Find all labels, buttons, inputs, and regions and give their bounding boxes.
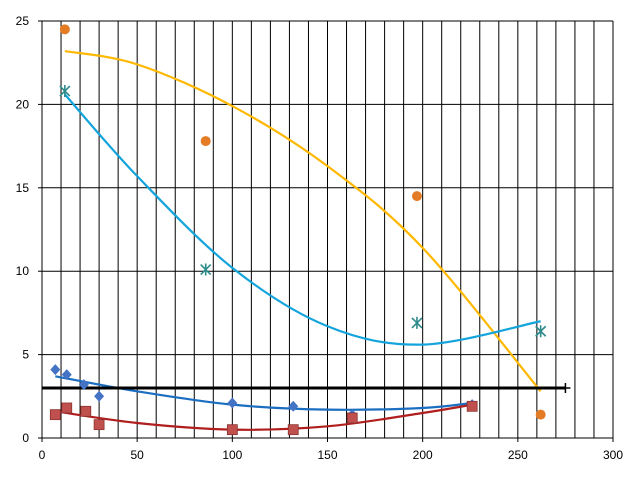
trendline-series-4: [55, 403, 473, 431]
trendlines: [55, 49, 542, 431]
data-point-series-4: [346, 412, 358, 424]
y-tick-label: 15: [16, 181, 30, 195]
data-point-series-3: [288, 400, 299, 412]
trendline-series-2: [64, 93, 541, 346]
data-point-series-4: [80, 405, 92, 417]
x-tick-label: 0: [39, 448, 46, 462]
data-point-series-4: [226, 424, 238, 436]
x-tick-label: 100: [222, 448, 242, 462]
data-point-series-4: [466, 400, 478, 412]
x-tick-label: 250: [508, 448, 528, 462]
data-point-series-4: [61, 402, 73, 414]
data-point-series-3: [227, 397, 238, 409]
data-point-series-1: [200, 136, 211, 147]
data-point-series-1: [59, 24, 70, 35]
grid: [42, 20, 614, 438]
data-point-series-3: [94, 390, 105, 402]
data-point-series-3: [50, 364, 61, 376]
data-point-series-2: [59, 85, 71, 98]
reference-line-group: [42, 382, 571, 393]
axes: [38, 20, 614, 442]
x-tick-label: 150: [317, 448, 337, 462]
data-point-series-1: [535, 409, 546, 420]
x-tick-label: 50: [130, 448, 144, 462]
y-tick-label: 5: [22, 348, 29, 362]
data-point-series-4: [287, 424, 299, 436]
data-point-series-1: [411, 191, 422, 202]
data-point-series-4: [93, 419, 105, 431]
data-point-series-2: [200, 263, 212, 276]
y-tick-labels: 0 5 10 15 20 25: [16, 14, 30, 445]
data-points: [49, 24, 547, 436]
y-tick-label: 25: [16, 14, 30, 28]
trendline-series-1: [64, 49, 542, 392]
data-point-series-4: [49, 409, 61, 421]
data-point-series-3: [61, 369, 72, 381]
data-point-series-3: [78, 379, 89, 391]
x-tick-label: 200: [413, 448, 433, 462]
y-tick-label: 0: [22, 431, 29, 445]
data-point-series-2: [535, 325, 547, 338]
y-tick-label: 20: [16, 97, 30, 111]
data-point-series-2: [411, 316, 423, 329]
reference-line-end-marker: [560, 382, 571, 393]
x-tick-label: 300: [603, 448, 623, 462]
x-tick-labels: 0 50 100 150 200 250 300: [39, 448, 624, 462]
y-tick-label: 10: [16, 264, 30, 278]
